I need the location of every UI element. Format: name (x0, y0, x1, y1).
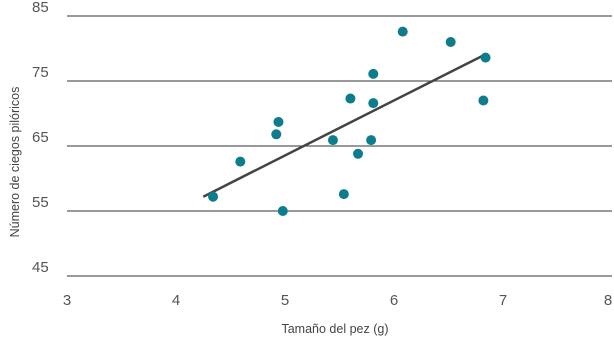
data-point (397, 26, 408, 37)
data-point (445, 37, 456, 47)
data-points (208, 26, 491, 216)
data-point (368, 98, 379, 109)
data-point (208, 191, 219, 202)
data-point (235, 156, 246, 167)
data-point (271, 129, 282, 140)
data-point (345, 93, 356, 104)
data-point (277, 206, 288, 216)
y-tick-labels: 45 55 65 75 85 (32, 0, 49, 276)
data-point (338, 189, 349, 200)
data-point (368, 68, 379, 79)
x-axis-label: Tamaño del pez (g) (281, 322, 388, 336)
x-tick-label: 8 (604, 292, 612, 309)
data-point (478, 95, 489, 106)
y-tick-label: 65 (32, 129, 49, 146)
x-tick-label: 4 (172, 292, 180, 309)
x-tick-label: 5 (281, 292, 289, 309)
x-tick-labels: 3 4 5 6 7 8 (63, 292, 612, 309)
y-tick-label: 75 (32, 64, 49, 81)
y-tick-label: 85 (32, 0, 49, 16)
y-tick-label: 45 (32, 259, 49, 276)
gridlines (67, 15, 612, 277)
y-axis-label: Número de ciegos pilóricos (8, 87, 22, 238)
trendline (202, 52, 488, 198)
x-tick-label: 7 (499, 292, 507, 309)
y-tick-label: 55 (32, 194, 49, 211)
data-point (353, 148, 364, 159)
data-point (327, 135, 338, 146)
x-tick-label: 3 (63, 292, 71, 309)
x-tick-label: 6 (390, 292, 398, 309)
data-point (273, 116, 284, 127)
data-point (480, 52, 491, 63)
data-point (366, 135, 377, 146)
